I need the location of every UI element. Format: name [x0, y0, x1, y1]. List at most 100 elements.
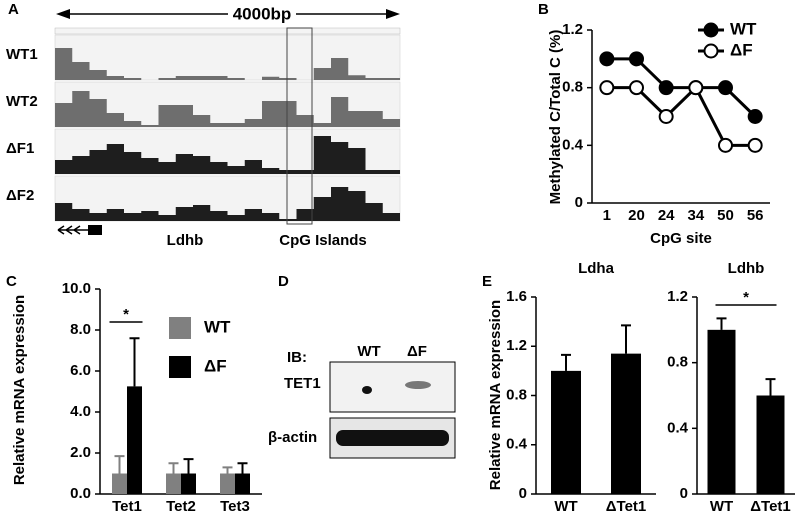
band: [405, 381, 431, 389]
y-tick-label: 0.8: [562, 79, 583, 96]
track-label: WT2: [6, 93, 38, 110]
error-bar: [114, 455, 125, 474]
marker: [688, 80, 704, 96]
error-bar: [716, 317, 727, 330]
panel-label: B: [538, 1, 549, 18]
legend-label: WT: [204, 317, 231, 336]
bar: [112, 473, 127, 494]
bar: [127, 386, 142, 494]
marker: [599, 51, 615, 67]
scale-label: 4000bp: [233, 4, 292, 23]
y-tick-label: 1.6: [506, 288, 527, 305]
x-axis-label: CpG site: [650, 230, 712, 247]
marker: [658, 80, 674, 96]
bar: [181, 473, 196, 494]
chart-title: Ldha: [578, 260, 614, 277]
band: [336, 430, 449, 446]
y-axis-label: Methylated C/Total C (%): [547, 30, 564, 205]
y-tick-label: 0: [519, 485, 527, 502]
y-tick-label: 6.0: [70, 362, 91, 379]
x-tick-label: 24: [658, 207, 675, 224]
panel-label: E: [482, 273, 492, 290]
bar: [611, 353, 641, 494]
lane-label: WT: [357, 343, 380, 360]
y-tick-label: 4.0: [70, 403, 91, 420]
y-tick-label: 0.8: [506, 386, 527, 403]
blot: [329, 361, 456, 413]
legend-label: ΔF: [204, 356, 227, 375]
chart-title: Ldhb: [728, 260, 765, 277]
marker: [629, 80, 644, 96]
gene-exon: [88, 225, 102, 235]
error-bar: [621, 324, 631, 354]
bar: [220, 473, 235, 494]
ruler: [54, 27, 401, 35]
track-label: WT1: [6, 46, 38, 63]
error-bar: [237, 462, 248, 474]
coverage: [55, 187, 400, 221]
ib-label: IB:: [287, 349, 307, 366]
x-tick-label: Tet2: [166, 498, 196, 515]
coverage: [55, 91, 400, 127]
marker: [747, 109, 763, 124]
x-tick-label: WT: [710, 498, 733, 515]
x-tick-label: ΔTet1: [750, 498, 791, 515]
row-label: β-actin: [268, 429, 317, 446]
coverage: [55, 48, 400, 80]
y-tick-label: 0: [575, 194, 583, 211]
bar: [166, 473, 181, 494]
panel-label: A: [8, 1, 19, 18]
coverage: [55, 136, 400, 174]
error-bar: [183, 458, 194, 474]
x-tick-label: 56: [747, 207, 764, 224]
panel-label: D: [278, 273, 289, 290]
row-label: TET1: [284, 375, 321, 392]
y-tick-label: 10.0: [62, 280, 91, 297]
x-tick-label: 1: [603, 207, 611, 224]
bar: [756, 395, 785, 494]
bar: [551, 370, 581, 494]
bar: [707, 329, 736, 494]
y-tick-label: 1.2: [562, 21, 583, 38]
legend-label: ΔF: [730, 40, 753, 59]
y-tick-label: 8.0: [70, 321, 91, 338]
y-axis-label: Relative mRNA expression: [11, 295, 28, 485]
annotation: *: [743, 289, 749, 306]
legend-marker: [703, 22, 719, 38]
x-tick-label: WT: [554, 498, 577, 515]
y-tick-label: 0.4: [562, 136, 584, 153]
annotation: *: [123, 306, 129, 323]
panel-label: C: [6, 273, 17, 290]
legend-label: WT: [730, 19, 757, 38]
x-tick-label: 34: [687, 207, 704, 224]
gene-arrows: [57, 225, 88, 235]
gene-label: Ldhb: [167, 232, 204, 249]
bar: [235, 473, 250, 494]
legend-marker: [703, 43, 719, 59]
x-tick-label: 20: [628, 207, 645, 224]
error-bar: [129, 337, 140, 387]
error-bar: [222, 466, 233, 474]
track-label: ΔF2: [6, 187, 34, 204]
x-tick-label: Tet3: [220, 498, 250, 515]
y-tick-label: 1.2: [667, 288, 688, 305]
y-tick-label: 0.4: [506, 436, 528, 453]
y-tick-label: 0.4: [667, 419, 689, 436]
x-tick-label: Tet1: [112, 498, 142, 515]
x-tick-label: ΔTet1: [606, 498, 647, 515]
legend-swatch: [169, 356, 191, 378]
y-tick-label: 0.0: [70, 485, 91, 502]
error-bar: [561, 353, 571, 371]
tracks: WT1 WT2 ΔF1 ΔF2: [6, 34, 401, 222]
cpg-box: [286, 27, 313, 225]
marker: [658, 109, 674, 124]
error-bar: [765, 378, 776, 396]
label-bg: [228, 4, 296, 24]
y-axis-label: Relative mRNA expression: [487, 300, 504, 490]
error-bar: [168, 462, 179, 474]
y-tick-label: 0: [680, 485, 688, 502]
marker: [718, 80, 733, 96]
x-tick-label: 50: [717, 207, 734, 224]
y-tick-label: 0.8: [667, 354, 688, 371]
